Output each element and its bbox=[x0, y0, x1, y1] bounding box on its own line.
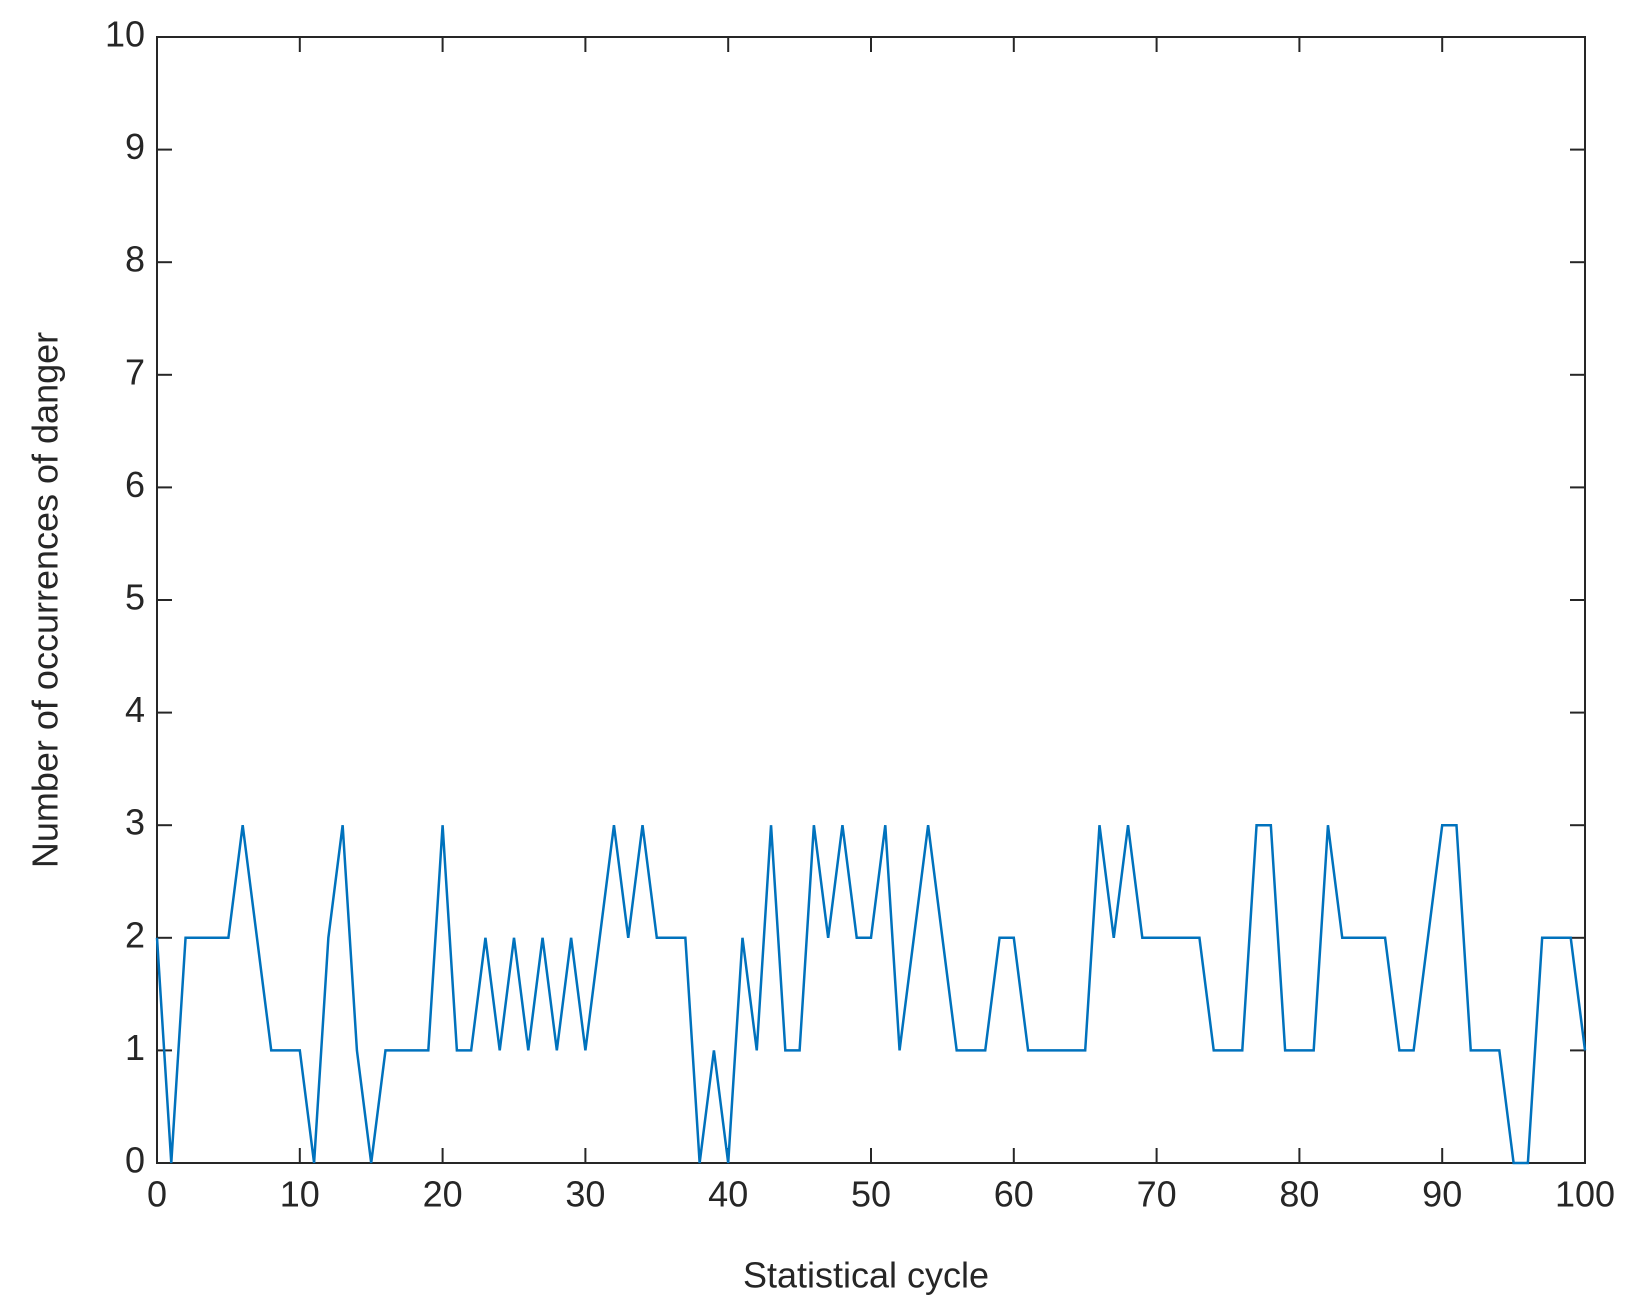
y-tick-label: 6 bbox=[125, 464, 145, 505]
y-tick-label: 7 bbox=[125, 351, 145, 392]
x-tick-label: 40 bbox=[708, 1174, 748, 1215]
x-tick-label: 60 bbox=[994, 1174, 1034, 1215]
x-tick-label: 70 bbox=[1137, 1174, 1177, 1215]
x-tick-label: 30 bbox=[565, 1174, 605, 1215]
y-tick-label: 8 bbox=[125, 239, 145, 280]
x-tick-label: 80 bbox=[1279, 1174, 1319, 1215]
y-tick-label: 4 bbox=[125, 689, 145, 730]
x-tick-label: 0 bbox=[147, 1174, 167, 1215]
x-tick-label: 90 bbox=[1422, 1174, 1462, 1215]
y-tick-label: 0 bbox=[125, 1140, 145, 1181]
y-tick-label: 1 bbox=[125, 1027, 145, 1068]
y-tick-label: 10 bbox=[105, 14, 145, 55]
x-tick-label: 20 bbox=[423, 1174, 463, 1215]
y-tick-label: 9 bbox=[125, 126, 145, 167]
x-tick-label: 50 bbox=[851, 1174, 891, 1215]
plot-frame bbox=[156, 36, 1586, 1164]
x-tick-label: 10 bbox=[280, 1174, 320, 1215]
data-line bbox=[155, 823, 1587, 1165]
x-axis-label: Statistical cycle bbox=[743, 1255, 989, 1296]
x-tick-label: 100 bbox=[1555, 1174, 1615, 1215]
y-tick-label: 3 bbox=[125, 802, 145, 843]
y-tick-label: 5 bbox=[125, 577, 145, 618]
y-tick-label: 2 bbox=[125, 914, 145, 955]
y-axis-label: Number of occurrences of danger bbox=[25, 332, 66, 868]
